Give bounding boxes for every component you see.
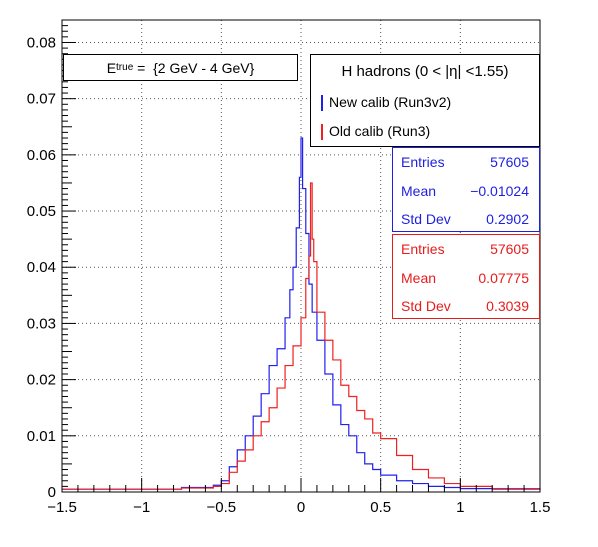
stats-key: Mean (401, 183, 437, 199)
stats-key: Std Dev (401, 211, 451, 227)
energy-symbol: E (106, 59, 117, 76)
x-tick-label: 0 (297, 499, 305, 516)
y-tick-label: 0.05 (27, 203, 56, 220)
series-new-calib (62, 137, 541, 490)
stats-row-entries: Entries 57605 (393, 148, 539, 176)
stats-value: 0.07775 (478, 270, 529, 286)
legend-entry-new: New calib (Run3v2) (311, 92, 539, 114)
legend-entry-old: Old calib (Run3) (311, 121, 539, 143)
stats-key: Std Dev (401, 298, 451, 314)
stats-value: 0.3039 (486, 298, 529, 314)
x-tick-label: 1.5 (530, 499, 551, 516)
energy-range-value: = {2 GeV - 4 GeV} (133, 59, 255, 76)
y-tick-label: 0.04 (27, 259, 56, 276)
y-tick-label: 0 (48, 484, 56, 501)
stats-value: 0.2902 (486, 211, 529, 227)
legend: H hadrons (0 < |η| <1.55) New calib (Run… (310, 54, 540, 147)
stats-row-mean: Mean −0.01024 (393, 177, 539, 205)
axes: −1.5 −1 −0.5 0 0.5 1 1.5 0 0.01 0.02 0.03 0.04 0.05 0… (27, 19, 551, 516)
stats-row-entries: Entries 57605 (393, 235, 539, 263)
energy-subscript: true (116, 62, 134, 73)
stats-key: Entries (401, 154, 445, 170)
y-tick-label: 0.08 (27, 34, 56, 51)
legend-label-old: Old calib (Run3) (329, 123, 431, 139)
stats-value: −0.01024 (470, 183, 529, 199)
y-tick-label: 0.06 (27, 147, 56, 164)
stats-box-old: Entries 57605 Mean 0.07775 Std Dev 0.303… (392, 234, 540, 319)
stats-value: 57605 (490, 241, 529, 257)
y-tick-label: 0.02 (27, 372, 56, 389)
series-layer (62, 137, 541, 490)
legend-line-old (321, 124, 323, 140)
x-tick-label: −1.5 (47, 499, 77, 516)
stats-box-new: Entries 57605 Mean −0.01024 Std Dev 0.29… (392, 147, 540, 232)
y-tick-label: 0.01 (27, 428, 56, 445)
series-old-calib (62, 182, 541, 490)
x-tick-label: −0.5 (207, 499, 237, 516)
legend-title: H hadrons (0 < |η| <1.55) (341, 63, 509, 80)
legend-line-new (321, 95, 323, 111)
x-tick-label: −1 (133, 499, 150, 516)
stats-row-stddev: Std Dev 0.3039 (393, 292, 539, 320)
x-tick-label: 0.5 (370, 499, 391, 516)
stats-row-mean: Mean 0.07775 (393, 264, 539, 292)
stats-key: Mean (401, 270, 437, 286)
x-tick-label: 1 (456, 499, 464, 516)
stats-row-stddev: Std Dev 0.2902 (393, 205, 539, 233)
stats-key: Entries (401, 241, 445, 257)
y-tick-label: 0.03 (27, 315, 56, 332)
stats-value: 57605 (490, 154, 529, 170)
y-tick-label: 0.07 (27, 91, 56, 108)
legend-label-new: New calib (Run3v2) (329, 94, 452, 110)
